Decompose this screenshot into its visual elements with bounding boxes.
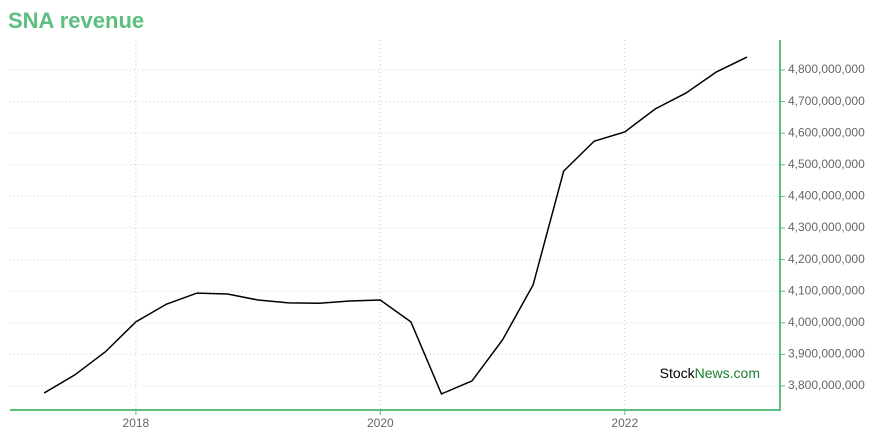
watermark-prefix: Stock	[660, 365, 696, 381]
x-tick-label: 2020	[367, 416, 394, 430]
line-series	[43, 56, 748, 395]
y-tick-label: 4,800,000,000	[788, 62, 865, 76]
y-tick-label: 4,500,000,000	[788, 157, 865, 171]
y-tick-label: 4,200,000,000	[788, 252, 865, 266]
y-tick-label: 4,700,000,000	[788, 94, 865, 108]
y-tick-label: 4,000,000,000	[788, 315, 865, 329]
x-tick-label: 2022	[611, 416, 638, 430]
watermark-suffix: News.com	[695, 365, 760, 381]
chart-title: SNA revenue	[8, 8, 144, 33]
x-tick-label: 2018	[123, 416, 150, 430]
y-tick-label: 4,300,000,000	[788, 220, 865, 234]
y-tick-label: 3,800,000,000	[788, 378, 865, 392]
y-tick-label: 4,100,000,000	[788, 283, 865, 297]
watermark: StockNews.com	[660, 365, 760, 381]
y-tick-label: 4,400,000,000	[788, 189, 865, 203]
y-tick-label: 3,900,000,000	[788, 347, 865, 361]
y-tick-label: 4,600,000,000	[788, 125, 865, 139]
